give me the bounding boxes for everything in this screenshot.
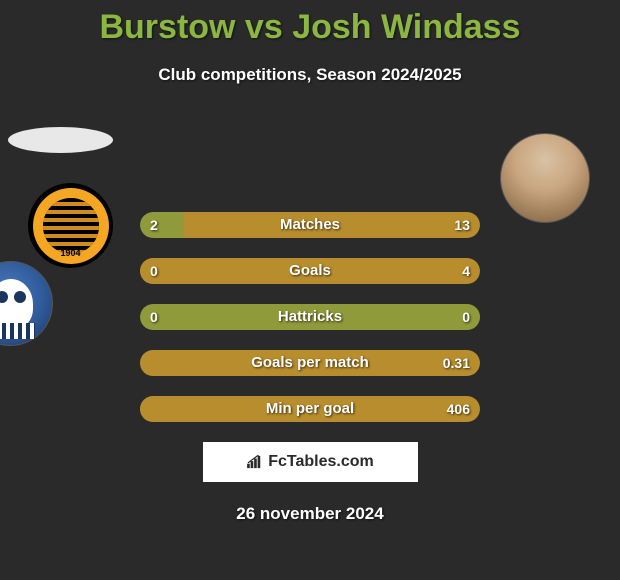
stat-label: Goals per match: [140, 350, 480, 376]
stat-value-right: 0.31: [443, 350, 470, 376]
stat-value-right: 406: [447, 396, 470, 422]
stat-label: Hattricks: [140, 304, 480, 330]
brand-text: FcTables.com: [268, 453, 374, 471]
player-left-crest: 1904: [28, 183, 113, 268]
brand-box: FcTables.com: [203, 442, 418, 482]
stat-value-right: 13: [454, 212, 470, 238]
stat-value-left: 0: [150, 304, 158, 330]
stat-value-left: 2: [150, 212, 158, 238]
stat-value-right: 0: [462, 304, 470, 330]
stat-row: Min per goal406: [140, 396, 480, 422]
stat-row: Hattricks0 0: [140, 304, 480, 330]
subtitle: Club competitions, Season 2024/2025: [0, 65, 620, 85]
player-left-avatar: [8, 127, 113, 153]
crest-left-year: 1904: [33, 248, 109, 258]
stat-row: Goals per match0.31: [140, 350, 480, 376]
stat-label: Goals: [140, 258, 480, 284]
stat-row: Goals0 4: [140, 258, 480, 284]
player-right-avatar: [500, 133, 590, 223]
player-right-crest: [0, 261, 53, 346]
stat-row: Matches2 13: [140, 212, 480, 238]
comparison-area: 1904 Matches213Goals04Hattricks00Goals p…: [0, 127, 620, 524]
page-title: Burstow vs Josh Windass: [0, 0, 620, 47]
stat-label: Matches: [140, 212, 480, 238]
stat-value-right: 4: [462, 258, 470, 284]
stat-value-left: 0: [150, 258, 158, 284]
footer-date: 26 november 2024: [0, 504, 620, 524]
chart-icon: [246, 455, 264, 469]
stats-bars: Matches213Goals04Hattricks00Goals per ma…: [140, 212, 480, 422]
stat-label: Min per goal: [140, 396, 480, 422]
